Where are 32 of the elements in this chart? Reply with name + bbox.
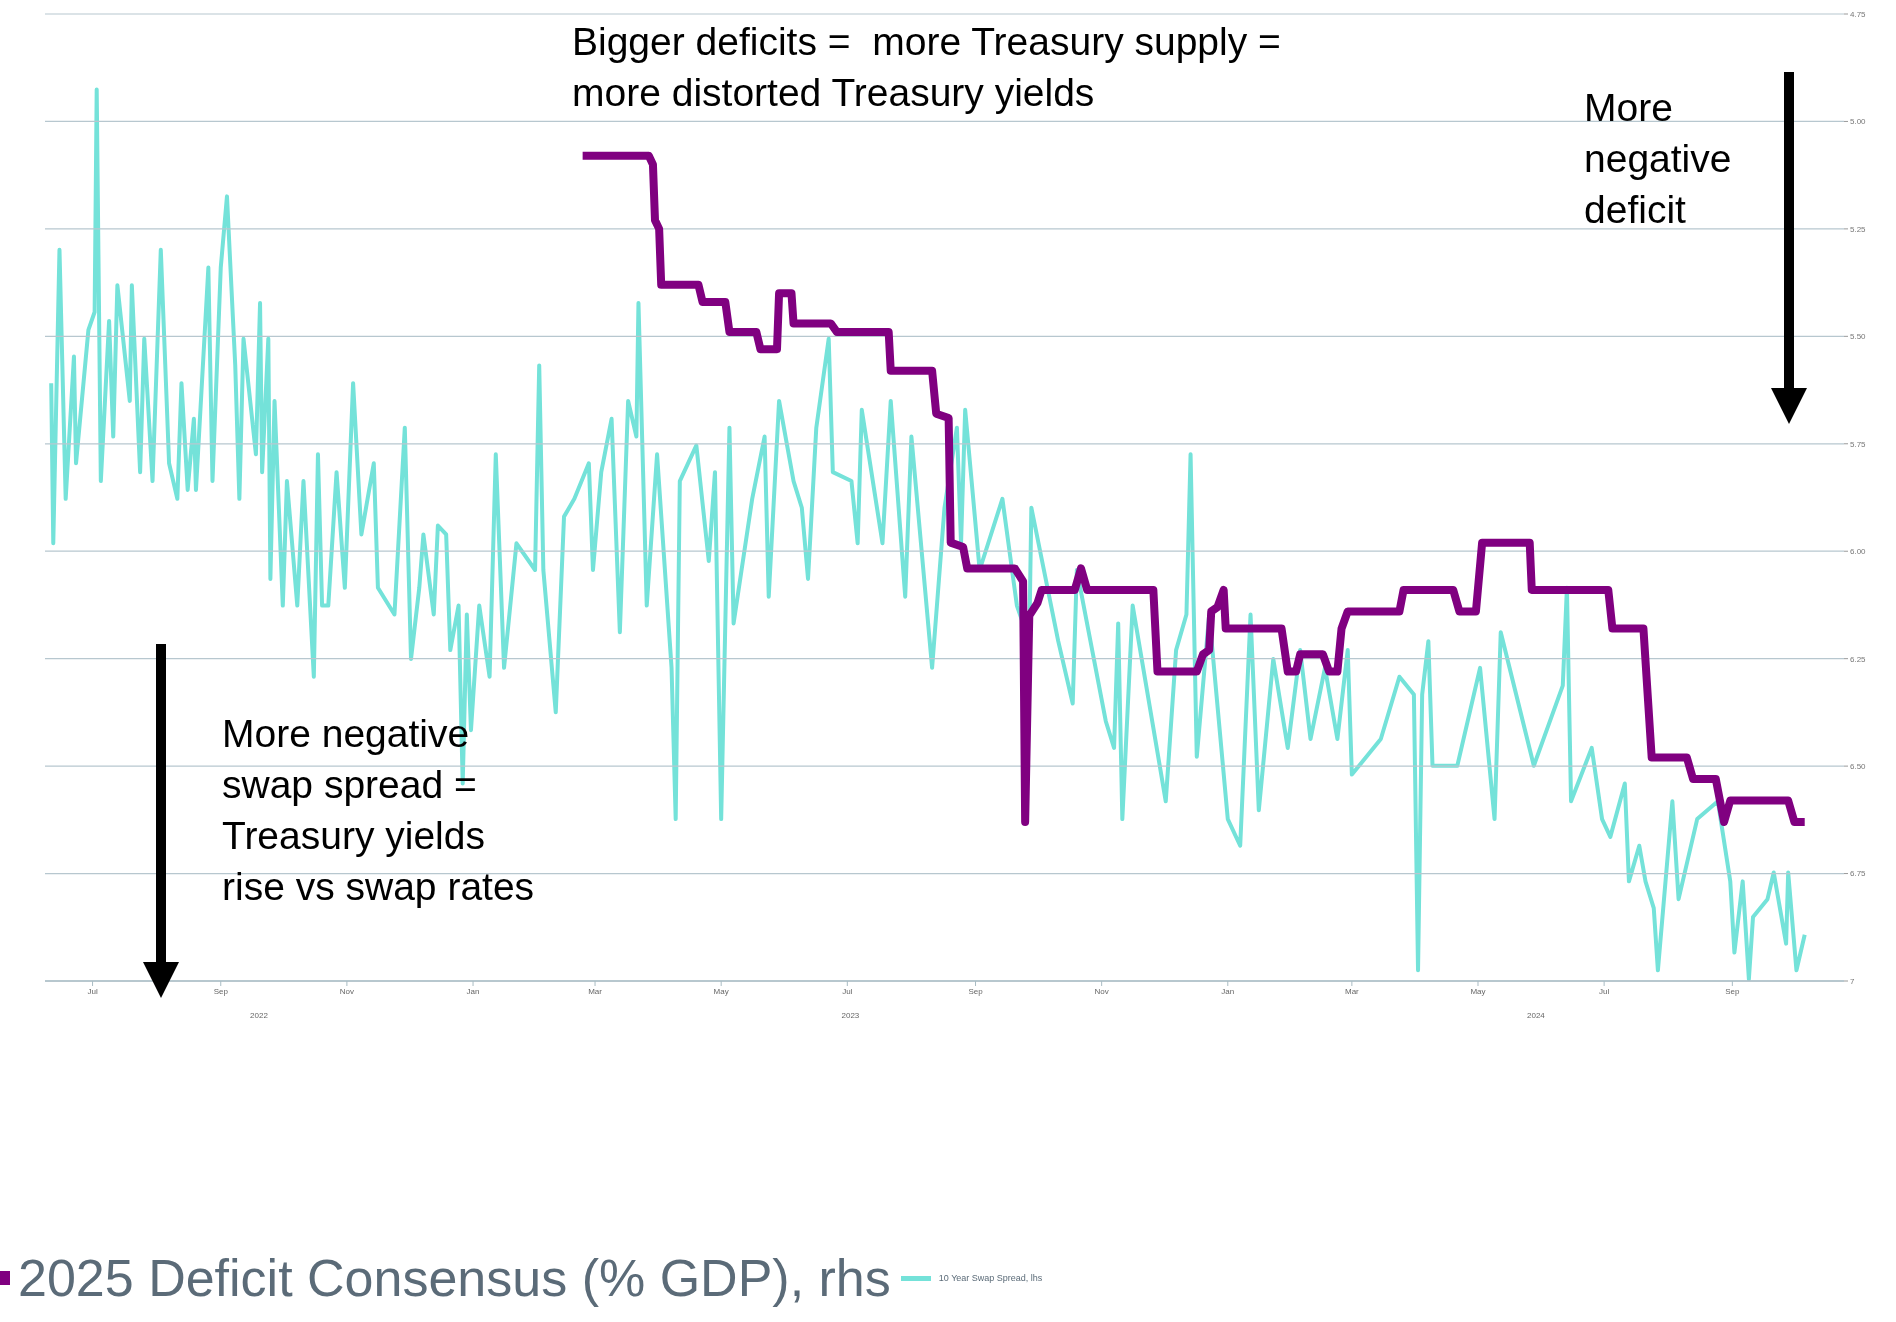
x-tick-label: Mar [588, 986, 603, 996]
y2-tick-label: 6.75 [1850, 869, 1867, 879]
x-tick-label: Sep [213, 986, 229, 996]
x-tick-label: Nov [339, 986, 355, 996]
x-tick-label: Sep [1725, 986, 1741, 996]
y2-tick-label: 5.00 [1850, 117, 1867, 127]
x-tick-label: Jan [466, 986, 480, 996]
y2-tick-label: 6.25 [1850, 654, 1867, 664]
text: 2022 [249, 1011, 269, 1020]
y2-tick-label: 7 [1850, 976, 1855, 986]
x-tick-label: Jul [1599, 986, 1610, 996]
legend-label: 10 Year Swap Spread, lhs [938, 1273, 1043, 1283]
annotation: More negative deficit [1584, 85, 1732, 233]
legend-label: 2025 Deficit Consensus (% GDP), rhs [18, 1248, 891, 1308]
y2-tick-label: 6.00 [1850, 547, 1867, 557]
x-tick-label: May [713, 986, 729, 996]
x-tick-label: Jul [842, 986, 853, 996]
x-tick-label: Jul [87, 986, 98, 996]
text: 2023 [840, 1011, 861, 1020]
y2-tick-label: 5.75 [1850, 439, 1867, 449]
annotation: More negative swap spread = Treasury yields rise vs swap rates [222, 711, 535, 910]
x-tick-label: Mar [1344, 986, 1360, 996]
y2-tick-label: 5.50 [1850, 332, 1867, 342]
text: 2024 [1526, 1011, 1546, 1020]
annotation: Bigger deficits = more Treasury supply = more distorted Treasury yields [572, 19, 1281, 116]
y2-tick-label: 4.75 [1850, 9, 1867, 19]
x-tick-label: May [1470, 986, 1486, 996]
y2-tick-label: 6.50 [1850, 761, 1867, 771]
x-tick-label: Nov [1094, 986, 1109, 996]
x-tick-label: Sep [968, 986, 984, 996]
y2-tick-label: 5.25 [1850, 224, 1867, 234]
x-tick-label: Jan [1221, 986, 1235, 996]
